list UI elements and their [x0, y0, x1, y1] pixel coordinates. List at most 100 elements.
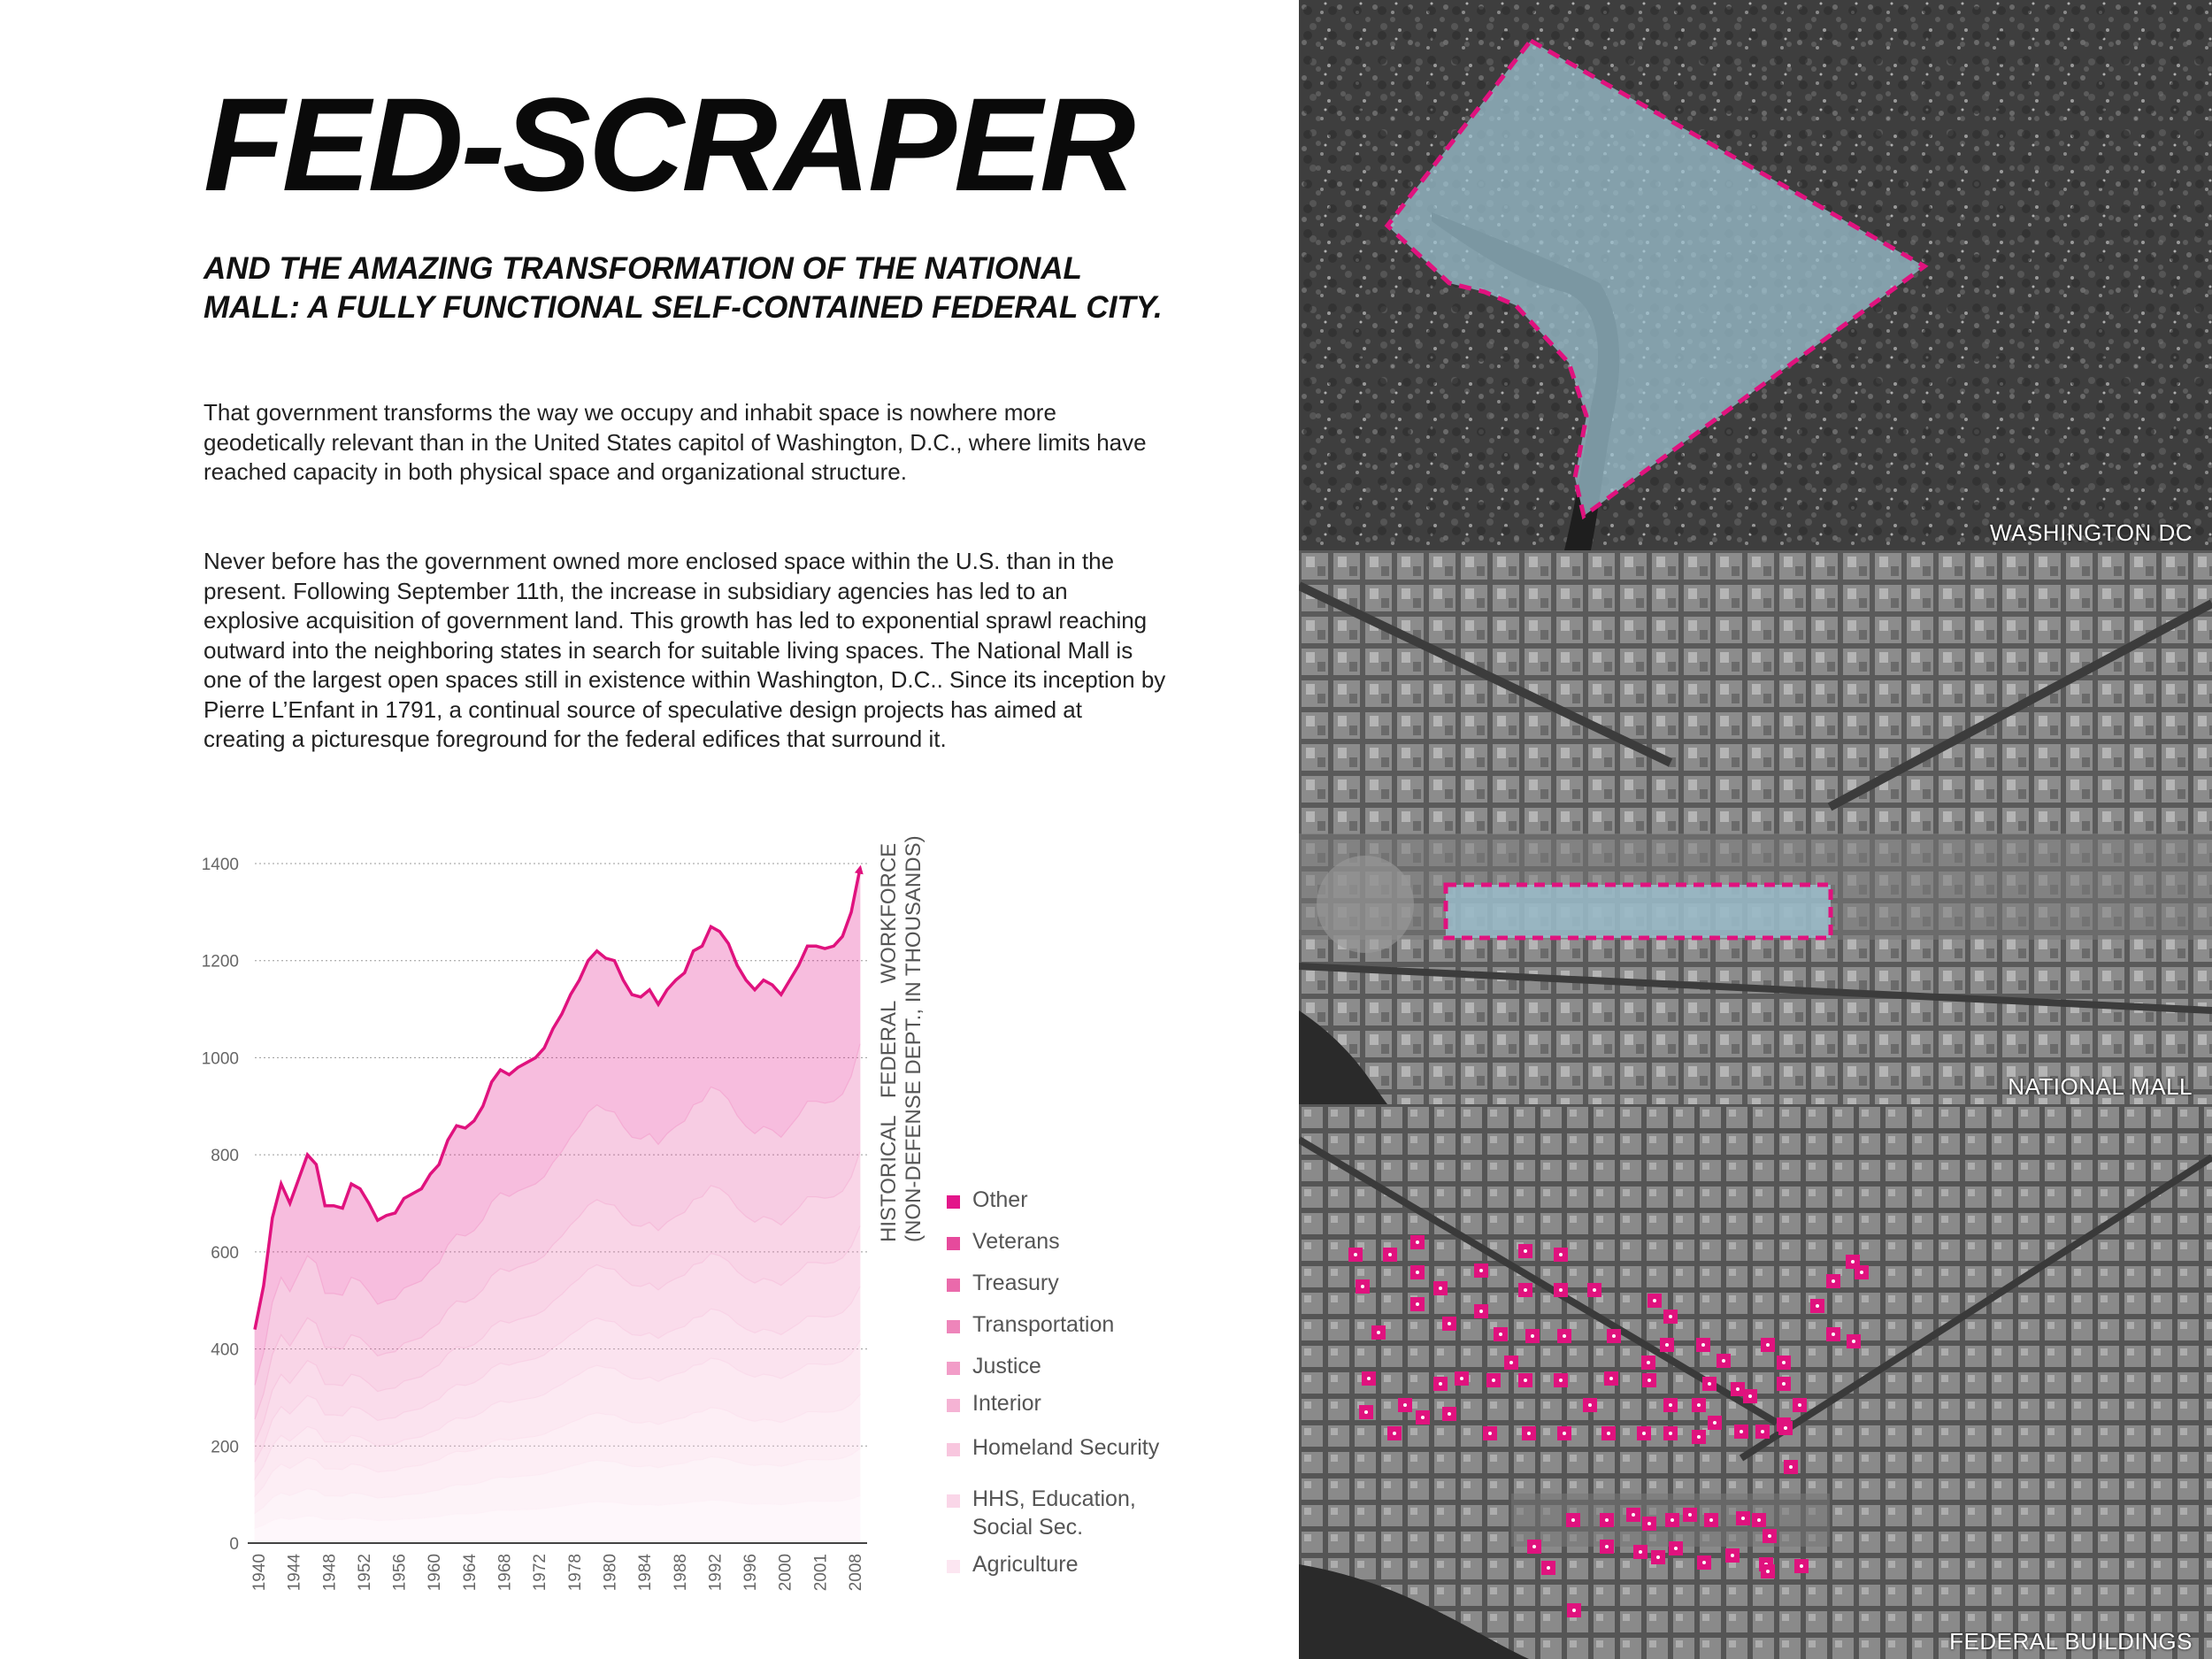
legend-item-interior: Interior [947, 1389, 1185, 1417]
federal-building-marker-dot [1403, 1403, 1407, 1407]
x-tick-label: 2000 [777, 1554, 795, 1591]
federal-building-marker-dot [1669, 1432, 1672, 1435]
y-tick-label: 400 [211, 1341, 239, 1360]
federal-building-marker-dot [1527, 1432, 1531, 1435]
federal-building-marker-dot [1416, 1271, 1419, 1274]
federal-building-marker-dot [1531, 1334, 1534, 1338]
federal-building-marker-dot [1612, 1334, 1616, 1338]
federal-building-marker-dot [1647, 1522, 1651, 1525]
x-tick-label: 1964 [461, 1554, 480, 1592]
y-tick-label: 800 [211, 1147, 239, 1165]
federal-building-marker-dot [1832, 1279, 1835, 1283]
federal-building-marker-dot [1559, 1253, 1563, 1256]
legend-item-treasury: Treasury [947, 1269, 1185, 1297]
federal-building-marker-dot [1665, 1343, 1669, 1347]
federal-building-marker-dot [1709, 1518, 1713, 1522]
legend-item-justice: Justice [947, 1352, 1185, 1380]
federal-building-marker-dot [1605, 1545, 1609, 1548]
x-tick-label: 1956 [391, 1554, 410, 1591]
legend-label: HHS, Education, Social Sec. [972, 1486, 1136, 1540]
federal-building-markers [1348, 1235, 1869, 1617]
federal-building-marker-dot [1741, 1517, 1745, 1520]
federal-building-marker-dot [1816, 1304, 1819, 1308]
federal-building-marker-dot [1532, 1545, 1536, 1548]
federal-building-marker-dot [1448, 1412, 1451, 1416]
legend-swatch [947, 1195, 960, 1209]
federal-building-marker-dot [1499, 1333, 1502, 1336]
federal-building-marker-dot [1860, 1271, 1863, 1274]
map-label-mall: NATIONAL MALL [2008, 1073, 2193, 1100]
legend-item-homeland-security: Homeland Security [947, 1433, 1185, 1462]
federal-building-marker-dot [1559, 1288, 1563, 1292]
legend-item-agriculture: Agriculture [947, 1550, 1185, 1578]
federal-building-marker-dot [1798, 1403, 1801, 1407]
x-tick-label: 1978 [566, 1554, 585, 1591]
federal-building-marker-dot [1702, 1561, 1706, 1564]
legend-item-veterans: Veterans [947, 1227, 1185, 1256]
federal-building-marker-dot [1524, 1288, 1527, 1292]
satellite-image-mall [1299, 550, 2212, 1104]
total-workforce-line [253, 864, 864, 1330]
legend-label: Treasury [972, 1271, 1059, 1295]
intro-paragraph: That government transforms the way we oc… [204, 399, 1147, 485]
satellite-image-federal [1299, 1104, 2212, 1659]
chart-subtitle: (NON-DEFENSE DEPT., IN THOUSANDS) [902, 835, 926, 1242]
federal-building-marker-dot [1416, 1302, 1419, 1306]
federal-building-marker-dot [1736, 1387, 1740, 1391]
map-label-washington: WASHINGTON DC [1990, 519, 2193, 546]
federal-building-marker-dot [1757, 1518, 1761, 1522]
federal-building-marker-dot [1768, 1534, 1771, 1538]
y-tick-label: 1400 [202, 856, 239, 874]
federal-building-marker-dot [1647, 1379, 1651, 1382]
subtitle: AND THE AMAZING TRANSFORMATION OF THE NA… [204, 251, 1163, 325]
legend-label: Homeland Security [972, 1435, 1160, 1460]
federal-building-marker-dot [1647, 1361, 1650, 1364]
satellite-image-dc [1299, 0, 2212, 550]
legend-label: Justice [972, 1354, 1041, 1379]
federal-building-marker-dot [1800, 1564, 1803, 1568]
federal-building-marker-dot [1593, 1288, 1596, 1292]
x-tick-label: 1940 [250, 1554, 269, 1591]
map-label-federal: FEDERAL BUILDINGS [1949, 1628, 2193, 1655]
x-tick-label: 1972 [531, 1554, 549, 1591]
x-tick-label: 1960 [426, 1554, 444, 1591]
legend-item-other: Other [947, 1186, 1185, 1214]
y-tick-label: 0 [229, 1535, 239, 1554]
federal-building-marker-dot [1393, 1432, 1396, 1435]
federal-building-marker-dot [1748, 1394, 1752, 1398]
legend-item-hhs-education: HHS, Education, Social Sec. [947, 1485, 1185, 1541]
federal-building-marker-dot [1701, 1343, 1705, 1347]
x-tick-label: 2008 [847, 1554, 865, 1591]
federal-building-marker-dot [1782, 1361, 1786, 1364]
federal-building-marker-dot [1605, 1518, 1609, 1522]
legend-swatch [947, 1443, 960, 1456]
federal-building-marker-dot [1361, 1285, 1364, 1288]
chart-title: HISTORICAL FEDERAL WORKFORCE [877, 843, 901, 1242]
federal-building-marker-dot [1492, 1379, 1495, 1382]
federal-building-marker-dot [1740, 1430, 1743, 1433]
federal-building-marker-dot [1354, 1253, 1357, 1256]
x-tick-label: 1944 [286, 1554, 304, 1592]
legend-item-transportation: Transportation [947, 1310, 1185, 1339]
federal-building-marker-dot [1761, 1430, 1764, 1433]
legend-label: Transportation [972, 1312, 1115, 1337]
federal-building-marker-dot [1632, 1513, 1635, 1517]
x-tick-label: 1992 [706, 1554, 725, 1591]
federal-building-marker-dot [1688, 1513, 1692, 1517]
federal-building-marker-dot [1697, 1435, 1701, 1439]
legend-swatch [947, 1494, 960, 1508]
y-tick-label: 1200 [202, 953, 239, 972]
x-tick-label: 1996 [741, 1554, 760, 1591]
workforce-chart: 0 200 400 600 800 1000 1200 1400 1940 1944 1948 195… [202, 835, 926, 1592]
federal-building-marker-dot [1572, 1609, 1576, 1612]
body-paragraph: Never before has the government owned mo… [204, 548, 1166, 752]
federal-building-marker-dot [1782, 1382, 1786, 1386]
federal-building-marker-dot [1439, 1382, 1442, 1386]
federal-building-marker-dot [1588, 1403, 1592, 1407]
legend-swatch [947, 1279, 960, 1292]
y-tick-label: 200 [211, 1438, 239, 1456]
page-title: FED-SCRAPER [204, 70, 1135, 219]
federal-building-marker-dot [1571, 1518, 1575, 1522]
federal-building-marker-dot [1563, 1432, 1566, 1435]
legend-swatch [947, 1399, 960, 1412]
